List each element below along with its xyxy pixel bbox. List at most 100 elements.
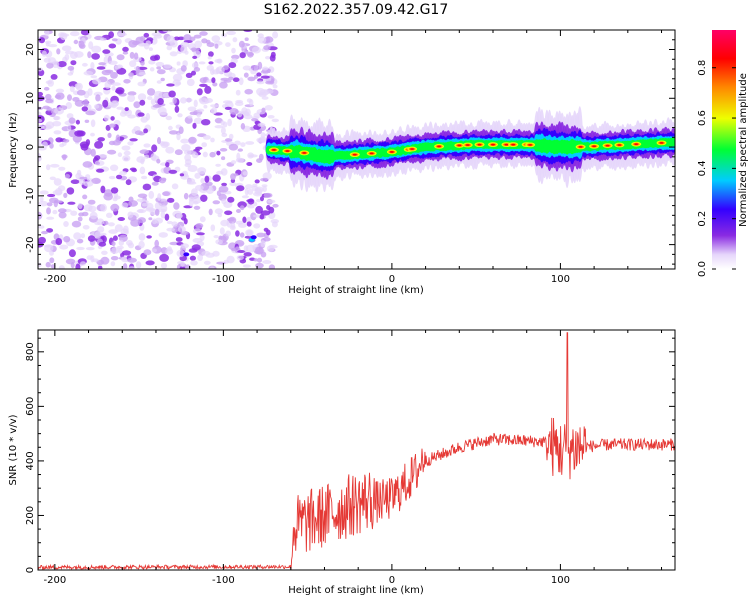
noise-blob	[143, 32, 150, 38]
noise-blob	[154, 208, 160, 216]
noise-blob	[243, 112, 250, 116]
noise-blob	[162, 141, 170, 147]
noise-blob	[158, 232, 168, 238]
noise-blob	[251, 46, 261, 54]
noise-blob	[196, 113, 201, 118]
noise-blob	[234, 109, 239, 114]
noise-blob	[83, 204, 93, 212]
noise-blob	[194, 40, 203, 49]
noise-blob	[103, 220, 109, 226]
noise-blob	[213, 235, 219, 239]
noise-blob	[111, 85, 116, 91]
noise-blob	[90, 61, 95, 70]
noise-blob	[84, 119, 90, 124]
noise-blob	[106, 212, 113, 218]
noise-blob	[256, 232, 266, 238]
noise-blob	[93, 91, 103, 97]
noise-blob	[174, 105, 180, 113]
noise-blob	[169, 130, 178, 135]
noise-blob	[104, 189, 113, 197]
noise-blob	[53, 178, 62, 186]
noise-blob	[67, 72, 74, 76]
noise-blob	[162, 30, 173, 33]
noise-blob	[228, 143, 239, 151]
noise-blob	[156, 69, 166, 75]
noise-blob	[149, 67, 155, 72]
noise-blob	[128, 266, 136, 269]
noise-blob	[43, 244, 53, 248]
noise-blob	[235, 157, 244, 163]
noise-blob	[90, 132, 95, 137]
noise-blob	[216, 58, 223, 64]
noise-blob	[107, 149, 117, 155]
noise-blob	[146, 235, 152, 239]
noise-blob	[243, 245, 249, 253]
noise-blob	[230, 222, 236, 229]
noise-blob	[187, 106, 197, 112]
noise-blob	[157, 193, 162, 201]
noise-blob	[214, 208, 223, 215]
noise-blob	[203, 260, 211, 265]
noise-blob	[208, 61, 214, 65]
noise-blob	[253, 201, 258, 207]
noise-blob	[238, 77, 244, 86]
noise-blob	[87, 235, 96, 242]
noise-blob	[266, 245, 275, 252]
noise-blob	[155, 61, 165, 67]
noise-blob	[260, 240, 266, 248]
noise-blob	[115, 134, 121, 143]
noise-blob	[186, 78, 195, 87]
noise-blob	[63, 221, 69, 227]
noise-blob	[172, 97, 177, 104]
noise-blob	[103, 56, 109, 65]
noise-blob	[122, 46, 129, 53]
snr-y-axis-label: SNR (10 * v/v)	[8, 414, 19, 485]
noise-blob	[247, 204, 255, 209]
noise-blob	[102, 99, 109, 108]
noise-blob	[191, 244, 201, 251]
noise-blob	[148, 47, 153, 51]
noise-blob	[38, 142, 42, 147]
noise-blob	[165, 162, 170, 168]
noise-blob	[67, 94, 72, 101]
noise-blob	[216, 261, 226, 265]
noise-blob	[172, 73, 183, 82]
noise-blob	[220, 126, 226, 135]
colorbar-tick-label: 0.6	[697, 110, 708, 126]
noise-blob	[91, 177, 101, 184]
y-tick-label: 600	[25, 397, 36, 416]
noise-blob	[176, 249, 185, 258]
noise-blob	[72, 134, 82, 143]
noise-blob	[221, 198, 227, 205]
noise-blob	[255, 262, 264, 269]
noise-blob	[96, 66, 106, 70]
noise-blob	[257, 139, 267, 143]
noise-blob	[175, 237, 183, 242]
noise-blob	[114, 65, 122, 70]
noise-blob	[45, 40, 52, 45]
noise-blob	[222, 121, 228, 128]
noise-blob	[181, 144, 191, 152]
noise-blob	[127, 114, 136, 119]
noise-blob	[215, 239, 223, 245]
noise-blob	[236, 209, 241, 213]
noise-blob	[191, 188, 198, 196]
noise-blob	[162, 191, 171, 196]
noise-blob	[166, 227, 176, 232]
noise-blob	[116, 54, 125, 61]
noise-blob	[78, 40, 85, 48]
noise-blob	[47, 193, 56, 198]
y-tick-label: 0	[25, 567, 36, 573]
noise-blob	[212, 82, 218, 87]
noise-blob	[220, 219, 229, 227]
noise-blob	[100, 256, 110, 265]
noise-blob	[122, 155, 131, 162]
noise-blob	[104, 81, 111, 89]
noise-blob	[204, 85, 212, 94]
noise-blob	[210, 104, 219, 108]
noise-blob	[110, 256, 119, 261]
noise-blob	[156, 66, 162, 70]
noise-blob	[151, 248, 157, 253]
noise-blob	[98, 62, 106, 66]
